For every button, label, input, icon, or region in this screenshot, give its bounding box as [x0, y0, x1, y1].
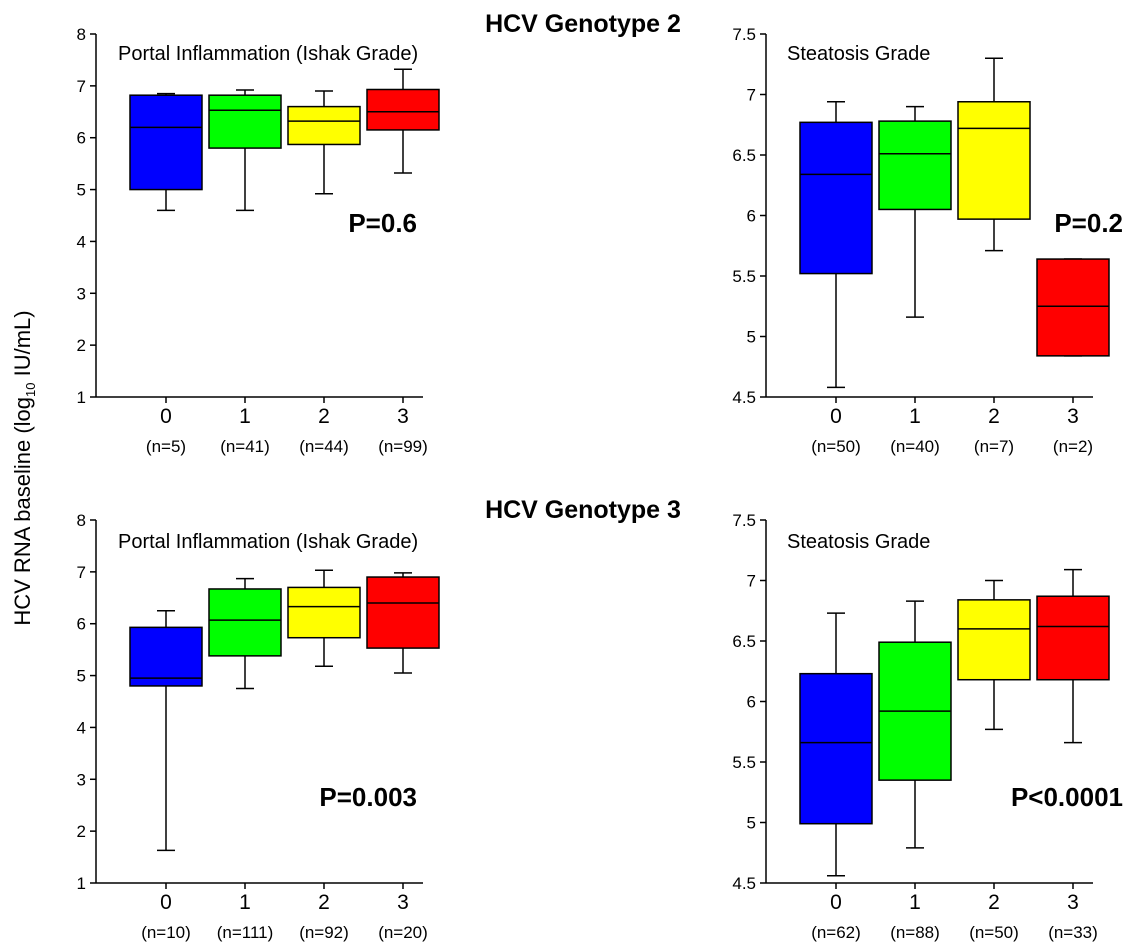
y-tick-label: 7 [77, 77, 86, 96]
box-grade-1 [878, 120, 952, 211]
x-tick-label: 1 [239, 405, 251, 428]
y-tick-label: 7 [747, 572, 756, 591]
y-tick-label: 1 [77, 388, 86, 407]
x-tick-label: 3 [397, 891, 409, 914]
panel-1: 4.5 5 5.5 6 6.5 7 7.5 Steatosis Grade P=0.2 0 (n=5… [732, 25, 1123, 456]
x-tick-label: 0 [160, 891, 172, 914]
box-grade-0 [799, 121, 873, 275]
box-grade-2 [287, 105, 361, 146]
panel-label: Portal Inflammation (Ishak Grade) [118, 531, 418, 553]
y-axis-label-subscript: 10 [23, 382, 38, 396]
sample-size-label: (n=44) [299, 437, 349, 456]
y-tick-label: 8 [77, 25, 86, 44]
sample-size-label: (n=20) [378, 923, 428, 942]
y-tick-label: 7.5 [732, 25, 756, 44]
box-grade-2 [287, 586, 361, 639]
y-tick-label: 7.5 [732, 511, 756, 530]
y-tick-label: 6.5 [732, 146, 756, 165]
y-tick-label: 1 [77, 874, 86, 893]
sample-size-label: (n=111) [217, 923, 274, 942]
y-axis-label-main: HCV RNA baseline (log [10, 397, 35, 626]
y-tick-label: 7 [77, 563, 86, 582]
y-tick-label: 2 [77, 336, 86, 355]
sample-size-label: (n=41) [220, 437, 270, 456]
sample-size-label: (n=40) [890, 437, 940, 456]
p-value-label: P=0.003 [319, 782, 417, 812]
y-tick-label: 5.5 [732, 753, 756, 772]
y-tick-label: 4.5 [732, 874, 756, 893]
y-tick-label: 4 [77, 232, 86, 251]
box-grade-1 [208, 94, 282, 149]
sample-size-label: (n=88) [890, 923, 940, 942]
box-grade-3 [366, 88, 440, 131]
x-tick-label: 2 [988, 891, 1000, 914]
y-tick-label: 5 [77, 667, 86, 686]
x-tick-label: 1 [909, 891, 921, 914]
y-tick-label: 8 [77, 511, 86, 530]
y-axis-label: HCV RNA baseline (log10 IU/mL) [10, 310, 38, 625]
sample-size-label: (n=50) [811, 437, 861, 456]
sample-size-label: (n=92) [299, 923, 349, 942]
panels: 1 2 3 4 5 6 7 8 Portal Inflammation (Ishak Grade… [77, 25, 1123, 942]
box-grade-2 [957, 599, 1031, 681]
p-value-label: P=0.6 [348, 208, 417, 238]
sample-size-label: (n=33) [1048, 923, 1098, 942]
box-grade-3 [366, 576, 440, 649]
p-value-label: P<0.0001 [1011, 782, 1123, 812]
box-grade-1 [208, 588, 282, 657]
y-tick-label: 5 [77, 181, 86, 200]
x-tick-label: 1 [239, 891, 251, 914]
box-grade-0 [129, 626, 203, 687]
sample-size-label: (n=2) [1053, 437, 1093, 456]
x-tick-label: 0 [160, 405, 172, 428]
y-tick-label: 6 [747, 693, 756, 712]
y-tick-label: 5 [747, 328, 756, 347]
box-grade-0 [799, 672, 873, 825]
x-tick-label: 3 [1067, 891, 1079, 914]
sample-size-label: (n=7) [974, 437, 1014, 456]
x-tick-label: 0 [830, 405, 842, 428]
box-grade-3 [1036, 595, 1110, 681]
sample-size-label: (n=50) [969, 923, 1019, 942]
y-tick-label: 3 [77, 770, 86, 789]
y-tick-label: 3 [77, 284, 86, 303]
panel-label: Portal Inflammation (Ishak Grade) [118, 43, 418, 65]
y-tick-label: 6 [77, 129, 86, 148]
box-grade-3 [1036, 258, 1110, 357]
panel-label: Steatosis Grade [787, 531, 930, 553]
group-title-genotype-3: HCV Genotype 3 [485, 496, 681, 524]
panel-0: 1 2 3 4 5 6 7 8 Portal Inflammation (Ishak Grade… [77, 25, 440, 456]
y-tick-label: 2 [77, 822, 86, 841]
panel-3: 4.5 5 5.5 6 6.5 7 7.5 Steatosis Grade P<0.0001 0 (… [732, 511, 1123, 942]
x-tick-label: 0 [830, 891, 842, 914]
y-tick-label: 7 [747, 86, 756, 105]
panel-2: 1 2 3 4 5 6 7 8 Portal Inflammation (Ishak Grade… [77, 511, 440, 942]
x-tick-label: 1 [909, 405, 921, 428]
sample-size-label: (n=99) [378, 437, 428, 456]
y-tick-label: 4.5 [732, 388, 756, 407]
box-grade-0 [129, 94, 203, 191]
group-title-genotype-2: HCV Genotype 2 [485, 10, 681, 38]
box-grade-2 [957, 101, 1031, 220]
p-value-label: P=0.2 [1054, 208, 1123, 238]
y-tick-label: 5.5 [732, 267, 756, 286]
x-tick-label: 3 [397, 405, 409, 428]
panel-label: Steatosis Grade [787, 43, 930, 65]
y-axis-label-unit: IU/mL) [10, 310, 35, 382]
x-tick-label: 2 [318, 891, 330, 914]
x-tick-label: 2 [988, 405, 1000, 428]
sample-size-label: (n=10) [141, 923, 191, 942]
x-tick-label: 2 [318, 405, 330, 428]
y-tick-label: 6 [77, 615, 86, 634]
y-tick-label: 4 [77, 718, 86, 737]
sample-size-label: (n=5) [146, 437, 186, 456]
x-tick-label: 3 [1067, 405, 1079, 428]
sample-size-label: (n=62) [811, 923, 861, 942]
y-tick-label: 5 [747, 814, 756, 833]
y-tick-label: 6 [747, 207, 756, 226]
y-tick-label: 6.5 [732, 632, 756, 651]
